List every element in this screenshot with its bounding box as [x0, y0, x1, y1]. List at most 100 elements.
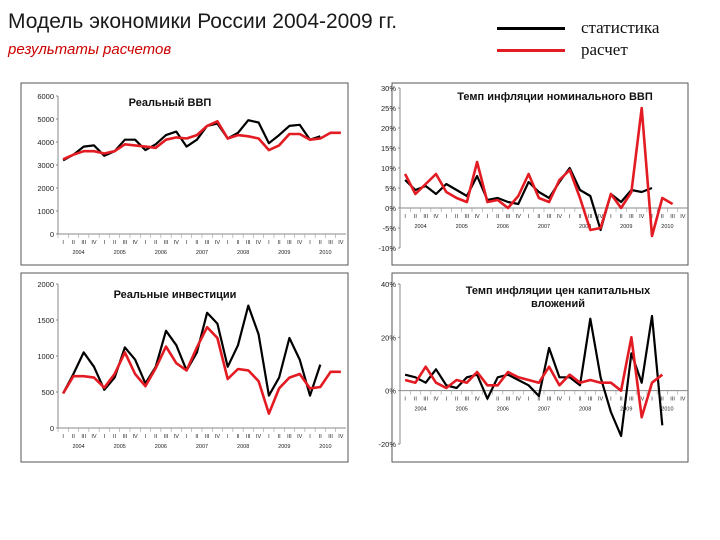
- chart-capital-price-inflation: -20% 0% 20% 40% I II III IV I II III IV I II III IV I II I…: [358, 272, 690, 464]
- x-tick-label: I: [404, 214, 406, 220]
- chart-title-text: Темп инфляции цен капитальных вложений: [466, 285, 651, 310]
- x-tick-label: I: [62, 240, 64, 246]
- x-tick-label: IV: [174, 434, 180, 440]
- chart-title: Реальный ВВП: [129, 97, 212, 109]
- x-tick-label: II: [537, 214, 541, 220]
- x-tick-label: III: [246, 434, 251, 440]
- year-label: 2006: [155, 444, 167, 450]
- x-tick-label: III: [423, 397, 428, 403]
- y-tick-label: 3000: [37, 161, 54, 170]
- x-tick-label: II: [236, 434, 240, 440]
- year-label: 2006: [497, 224, 509, 230]
- x-tick-label: II: [278, 240, 282, 246]
- y-tick-label: 1000: [37, 352, 54, 361]
- x-tick-label: IV: [133, 240, 139, 246]
- x-tick-label: I: [186, 434, 188, 440]
- year-label: 2005: [114, 444, 126, 450]
- x-tick-label: IV: [338, 240, 344, 246]
- y-tick-label: 30%: [381, 84, 396, 93]
- x-tick-label: I: [227, 240, 229, 246]
- x-tick-label: III: [205, 434, 210, 440]
- x-tick-label: IV: [475, 397, 481, 403]
- x-tick-label: IV: [297, 434, 303, 440]
- y-tick-label: 5000: [37, 115, 54, 124]
- series-statistics-line: [62, 304, 322, 397]
- x-tick-label: I: [610, 214, 612, 220]
- chart-real-investment: 0 500 1000 1500 2000 I II III IV I II III IV I II III IV…: [20, 272, 350, 464]
- chart-gdp-deflator-svg: -10%-5%0%5%10%15%20%25%30%I II III IV I II III…: [378, 82, 689, 266]
- x-tick-label: I: [404, 397, 406, 403]
- y-tick-label: 4000: [37, 138, 54, 147]
- x-tick-label: III: [205, 240, 210, 246]
- x-tick-label: I: [268, 240, 270, 246]
- y-tick-label: 2000: [37, 184, 54, 193]
- series-model-line: [62, 119, 341, 161]
- chart-real-gdp: 0 1000 2000 3000 4000 5000 6000 I II III IV I II III I…: [20, 82, 350, 267]
- x-tick-label: I: [309, 240, 311, 246]
- chart-title: Темп инфляции номинального ВВП: [457, 91, 653, 103]
- chart-title: Темп инфляции цен капитальных вложений: [466, 285, 651, 310]
- y-tick-label: 5%: [385, 184, 396, 193]
- y-tick-label: 0%: [385, 387, 396, 396]
- x-tick-label: I: [309, 434, 311, 440]
- x-tick-label: III: [506, 397, 511, 403]
- x-tick-label: IV: [256, 240, 262, 246]
- x-tick-label: IV: [516, 397, 522, 403]
- x-tick-label: III: [81, 240, 86, 246]
- x-tick-label: III: [164, 434, 169, 440]
- x-tick-label: IV: [433, 397, 439, 403]
- y-tick-label: 0: [50, 230, 54, 239]
- chart-gdp-deflator: -10% -5% 0% 5% 10% 15% 20% 25% 30% I II III IV I II III…: [358, 82, 690, 267]
- year-label: 2010: [319, 444, 331, 450]
- x-tick-label: IV: [215, 434, 221, 440]
- year-label: 2006: [155, 250, 167, 256]
- x-tick-label: I: [528, 397, 530, 403]
- x-tick-label: I: [104, 434, 106, 440]
- x-tick-label: II: [236, 240, 240, 246]
- y-tick-label: 6000: [37, 92, 54, 101]
- x-tick-label: II: [578, 214, 582, 220]
- y-tick-label: 25%: [381, 104, 396, 113]
- x-tick-label: III: [670, 397, 675, 403]
- x-tick-label: III: [164, 240, 169, 246]
- x-tick-label: IV: [133, 434, 139, 440]
- year-label: 2005: [456, 407, 468, 413]
- y-tick-label: 15%: [381, 144, 396, 153]
- x-tick-label: IV: [256, 434, 262, 440]
- x-tick-label: I: [610, 397, 612, 403]
- year-label: 2007: [196, 444, 208, 450]
- x-tick-label: IV: [91, 240, 97, 246]
- chart-frame: [391, 82, 689, 266]
- x-tick-label: II: [578, 397, 582, 403]
- x-tick-label: II: [661, 214, 665, 220]
- x-tick-label: IV: [639, 214, 645, 220]
- x-tick-label: I: [145, 434, 147, 440]
- x-tick-label: IV: [639, 397, 645, 403]
- x-tick-label: II: [72, 434, 76, 440]
- x-tick-label: IV: [475, 214, 481, 220]
- x-tick-label: III: [465, 397, 470, 403]
- page-subtitle: результаты расчетов: [8, 41, 172, 58]
- x-tick-label: II: [278, 434, 282, 440]
- x-tick-label: I: [145, 240, 147, 246]
- x-tick-label: II: [455, 397, 459, 403]
- x-tick-label: I: [446, 397, 448, 403]
- chart-legend: статистика расчет: [493, 16, 713, 66]
- x-tick-label: III: [328, 434, 333, 440]
- x-tick-label: I: [104, 240, 106, 246]
- x-tick-label: II: [496, 214, 500, 220]
- x-tick-label: III: [287, 434, 292, 440]
- x-tick-label: IV: [174, 240, 180, 246]
- x-tick-label: III: [123, 434, 128, 440]
- y-tick-label: 1500: [37, 316, 54, 325]
- x-tick-label: II: [72, 240, 76, 246]
- x-tick-label: III: [328, 240, 333, 246]
- chart-frame: [391, 272, 689, 463]
- year-label: 2010: [661, 407, 673, 413]
- y-tick-label: 2000: [37, 280, 54, 289]
- year-label: 2004: [414, 407, 426, 413]
- year-label: 2007: [538, 407, 550, 413]
- legend-label-model: расчет: [581, 40, 628, 59]
- x-tick-label: II: [154, 240, 158, 246]
- x-tick-label: II: [113, 434, 117, 440]
